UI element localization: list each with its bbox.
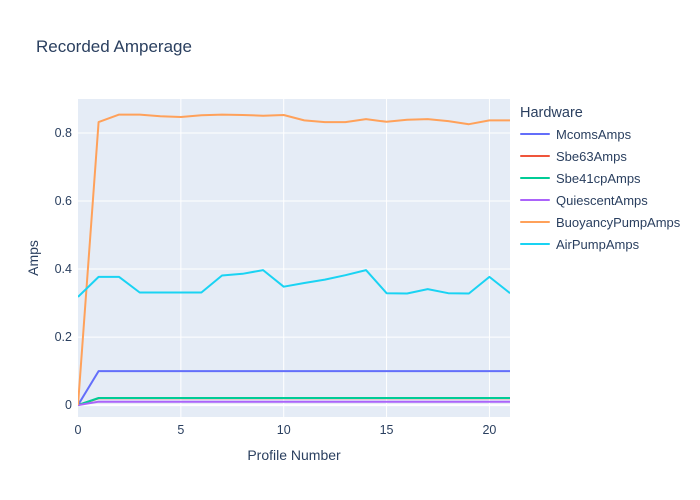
legend-item-Sbe63Amps[interactable]: Sbe63Amps	[520, 145, 680, 167]
x-tick-label: 0	[74, 423, 82, 437]
legend-swatch-QuiescentAmps	[520, 198, 550, 202]
legend-item-Sbe41cpAmps[interactable]: Sbe41cpAmps	[520, 167, 680, 189]
series-line-Sbe41cpAmps	[78, 397, 510, 407]
legend-title: Hardware	[520, 105, 583, 121]
legend-label: AirPumpAmps	[556, 236, 640, 252]
y-tick-label: 0.4	[54, 262, 72, 277]
plot-area[interactable]	[78, 99, 510, 417]
legend-label: QuiescentAmps	[556, 192, 648, 208]
series-line-AirPumpAmps	[78, 269, 510, 298]
legend-item-McomsAmps[interactable]: McomsAmps	[520, 123, 680, 145]
legend: Hardware McomsAmps Sbe63Amps Sbe41cpAmps Qu…	[520, 103, 680, 255]
legend-swatch-AirPumpAmps	[520, 242, 550, 246]
legend-swatch-Sbe63Amps	[520, 154, 550, 158]
series-line-BuoyancyPumpAmps	[78, 113, 510, 406]
x-tick-label: 15	[379, 423, 394, 437]
legend-items: McomsAmps Sbe63Amps Sbe41cpAmps QuiescentAm…	[520, 123, 680, 255]
x-tick-label: 5	[177, 423, 185, 437]
chart-title: Recorded Amperage	[36, 37, 192, 56]
x-axis-title: Profile Number	[247, 447, 341, 463]
legend-item-AirPumpAmps[interactable]: AirPumpAmps	[520, 233, 680, 255]
legend-swatch-Sbe41cpAmps	[520, 176, 550, 180]
legend-label: BuoyancyPumpAmps	[556, 214, 681, 230]
legend-label: Sbe41cpAmps	[556, 170, 641, 186]
series-line-QuiescentAmps	[78, 400, 510, 407]
legend-item-QuiescentAmps[interactable]: QuiescentAmps	[520, 189, 680, 211]
legend-label: McomsAmps	[556, 126, 632, 142]
legend-item-BuoyancyPumpAmps[interactable]: BuoyancyPumpAmps	[520, 211, 680, 233]
y-tick-label: 0.8	[54, 126, 72, 140]
legend-swatch-McomsAmps	[520, 132, 550, 136]
x-tick-label: 10	[276, 423, 291, 437]
y-tick-label: 0	[65, 398, 72, 413]
y-tick-label: 0.2	[54, 330, 72, 345]
legend-swatch-BuoyancyPumpAmps	[520, 220, 550, 224]
series-line-McomsAmps	[78, 370, 510, 406]
y-tick-label: 0.6	[54, 194, 72, 209]
legend-label: Sbe63Amps	[556, 148, 627, 164]
y-axis-title: Amps	[25, 240, 41, 276]
x-tick-label: 20	[482, 423, 497, 437]
